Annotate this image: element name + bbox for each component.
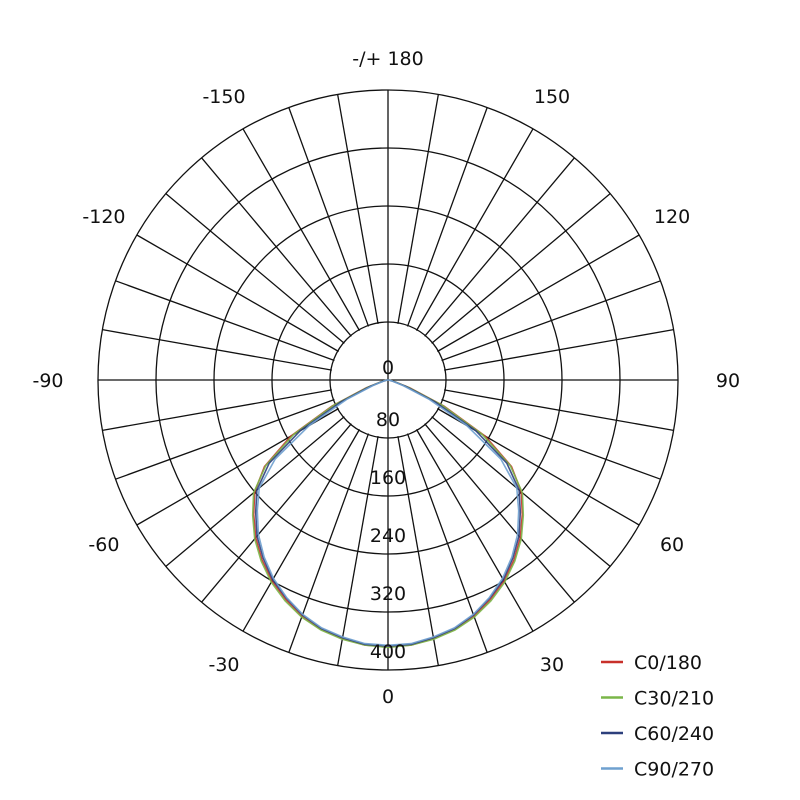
angle-tick-labels: -/+ 180 150 120 90 60 30 0 -30 -60 -90 -120 -150 [32,48,740,708]
grid-spoke [424,157,575,337]
angle-tick-label: -120 [82,206,125,228]
angle-tick-label: 30 [540,654,564,676]
series-curve-C90-270 [256,379,520,647]
grid-spoke [337,436,379,666]
grid-spoke [337,94,379,324]
grid-spoke [136,234,339,353]
series-curve-C30-210 [251,379,525,649]
grid-spoke [444,389,674,431]
grid-spoke [431,193,611,344]
radial-tick-label: 0 [382,357,394,379]
grid-spoke [437,234,640,353]
intensity-curves [251,379,525,649]
grid-spoke [441,398,661,480]
grid-spoke [165,193,345,344]
angle-tick-label: -60 [88,534,119,556]
radial-tick-label: 400 [370,641,406,663]
angle-tick-label: -150 [202,86,245,108]
angle-tick-label: 120 [654,206,690,228]
grid-spoke [288,107,370,327]
grid-spoke [397,94,439,324]
grid-spoke [242,429,361,632]
angle-tick-label: -/+ 180 [352,48,423,70]
grid-spoke [424,423,575,603]
grid-spoke [441,280,661,362]
legend-label: C0/180 [634,652,702,674]
angle-tick-label: 60 [660,534,684,556]
grid-spoke [415,128,534,331]
grid-spoke [397,436,439,666]
legend-label: C90/270 [634,759,714,781]
legend-label: C60/240 [634,723,714,745]
grid-spoke [415,429,534,632]
angle-tick-label: 0 [382,686,394,708]
legend-label: C30/210 [634,688,714,710]
angle-tick-label: 90 [716,370,740,392]
grid-spoke [406,433,488,653]
radial-tick-label: 80 [376,409,400,431]
angle-tick-label: -30 [208,654,239,676]
radial-tick-label: 240 [370,525,406,547]
legend: C0/180 C30/210 C60/240 C90/270 [601,652,714,781]
radial-tick-label: 160 [370,467,406,489]
grid-spoke [115,280,335,362]
grid-spoke [201,423,352,603]
grid-spoke [288,433,370,653]
grid-spoke [102,389,332,431]
grid-spoke [102,329,332,371]
grid-spoke [201,157,352,337]
polar-grid [97,89,679,671]
grid-spoke [444,329,674,371]
grid-spoke [242,128,361,331]
angle-tick-label: -90 [32,370,63,392]
angle-tick-label: 150 [534,86,570,108]
radial-tick-label: 320 [370,583,406,605]
radial-tick-labels: 0 80 160 240 320 400 [370,357,406,663]
grid-spoke [115,398,335,480]
grid-spoke [406,107,488,327]
